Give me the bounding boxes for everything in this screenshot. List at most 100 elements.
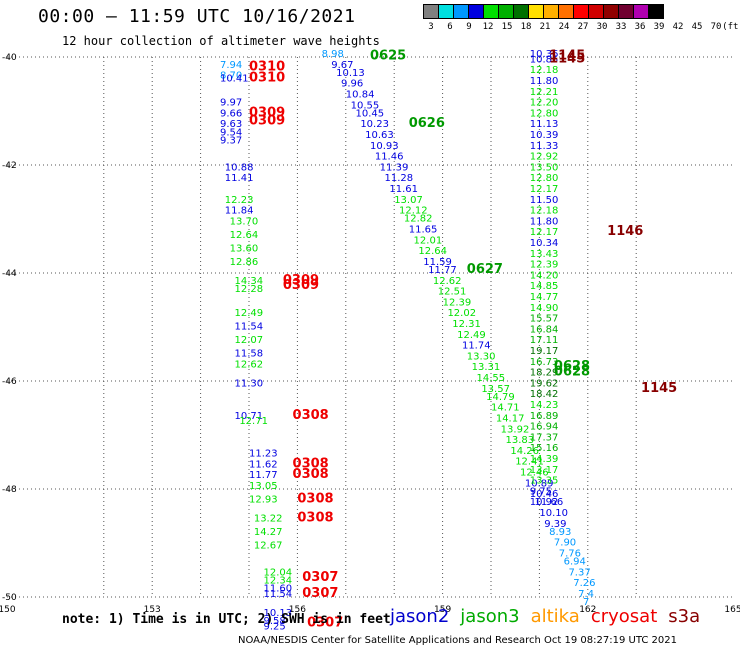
swh-value-label: 10.84	[346, 90, 375, 101]
swh-value-label: 9.67	[331, 60, 353, 71]
swh-value-label: 14.27	[254, 527, 283, 538]
swh-value-label: 10.13	[336, 68, 365, 79]
pass-time-label: 0309	[249, 105, 285, 120]
swh-value-label: 12.92	[530, 152, 559, 163]
legend-bin-label: 70	[710, 22, 722, 32]
legend-bin-label: 24	[558, 22, 570, 32]
swh-value-label: 11.60	[264, 584, 293, 595]
pass-time-label: 0309	[283, 278, 319, 293]
x-tick-label: 153	[144, 605, 161, 615]
swh-value-label: 8.98	[322, 49, 344, 60]
y-tick-label: -46	[2, 377, 17, 387]
swh-value-label: 13.50	[530, 162, 559, 173]
satellite-name: cryosat	[590, 606, 658, 627]
swh-value-label: 10.92	[530, 497, 559, 508]
swh-value-label: 14.90	[530, 303, 559, 314]
swh-value-label: 12.04	[264, 567, 293, 578]
x-tick-label: 162	[579, 605, 596, 615]
legend-bin-label: 45	[691, 22, 703, 32]
pass-time-label: 0308	[293, 456, 329, 471]
pass-time-label: 0307	[302, 586, 338, 601]
pass-time-label: 0307	[307, 616, 343, 631]
legend-bin-label: 3	[428, 22, 434, 32]
swh-value-label: 12.64	[418, 246, 447, 257]
swh-value-label: 10.88	[225, 162, 254, 173]
swh-value-label: 13.92	[501, 424, 530, 435]
swh-value-label: 13.60	[230, 243, 259, 254]
swh-value-label: 9.37	[220, 135, 242, 146]
swh-value-label: 11.77	[428, 265, 457, 276]
swh-value-label: 7.94	[220, 60, 242, 71]
legend-bin-label: 33	[615, 22, 627, 32]
satellite-name: s3a	[668, 606, 701, 627]
pass-time-label: 0628	[554, 359, 590, 374]
swh-value-label: 12.34	[264, 576, 293, 587]
swh-value-label: 11.62	[249, 459, 278, 470]
satellite-name: altika	[530, 606, 580, 627]
x-tick-label: 165	[724, 605, 740, 615]
pass-time-label: 1146	[607, 224, 643, 239]
swh-value-label: 8.70	[220, 71, 242, 82]
swh-value-label: 10.36	[530, 49, 559, 60]
swh-value-label: 17.37	[530, 432, 559, 443]
swh-value-label: 13.70	[230, 216, 259, 227]
swh-value-label: 9.54	[220, 127, 242, 138]
swh-value-label: 7	[583, 597, 589, 608]
swh-value-label: 17.11	[530, 335, 559, 346]
pass-time-label: 0628	[554, 365, 590, 380]
legend-bin-label: 21	[539, 22, 551, 32]
swh-value-label: 13.17	[530, 465, 559, 476]
y-tick-label: -50	[2, 593, 17, 603]
swh-value-label: 14.26	[510, 446, 539, 457]
swh-value-label: 14.20	[530, 270, 559, 281]
swh-value-label: 12.39	[530, 260, 559, 271]
legend-unit: (ft)	[722, 22, 740, 32]
swh-value-label: 13.30	[467, 351, 496, 362]
swh-value-label: 12.93	[249, 495, 278, 506]
swh-value-label: 12.49	[234, 308, 263, 319]
y-tick-label: -48	[2, 485, 17, 495]
page-subtitle: 12 hour collection of altimeter wave hei…	[62, 34, 380, 48]
swh-value-label: 11.28	[385, 173, 414, 184]
swh-value-label: 13.05	[249, 481, 278, 492]
pass-time-label: 1145	[549, 49, 585, 64]
swh-value-label: 12.51	[438, 287, 467, 298]
swh-value-label: 12.71	[239, 416, 268, 427]
swh-value-label: 13.83	[506, 435, 535, 446]
swh-value-label: 11.33	[530, 141, 559, 152]
legend-bin-label: 15	[501, 22, 513, 32]
swh-value-label: 8.93	[549, 527, 571, 538]
swh-value-label: 10.93	[370, 141, 399, 152]
x-tick-label: 159	[434, 605, 451, 615]
satellite-legend: jason2 jason3 altika cryosat s3a	[390, 606, 711, 627]
swh-value-label: 10.34	[530, 238, 559, 249]
y-tick-label: -40	[2, 53, 17, 63]
swh-value-label: 6.94	[564, 557, 586, 568]
swh-value-label: 10.55	[351, 100, 380, 111]
swh-value-label: 12.67	[254, 540, 283, 551]
swh-value-label: 11.13	[530, 119, 559, 130]
swh-value-label: 9.25	[264, 621, 286, 632]
legend-swatch	[648, 4, 664, 19]
swh-value-label: 11.74	[462, 341, 491, 352]
swh-value-label: 12.46	[520, 468, 549, 479]
swh-value-label: 12.02	[447, 308, 476, 319]
swh-value-label: 18.42	[530, 389, 559, 400]
swh-value-label: 15.16	[530, 443, 559, 454]
swh-value-label: 14.34	[234, 276, 263, 287]
swh-value-label: 11.30	[234, 378, 263, 389]
satellite-name: jason2	[390, 606, 450, 627]
swh-value-label: 11.80	[530, 76, 559, 87]
swh-value-label: 14.85	[530, 281, 559, 292]
swh-value-label: 11.77	[249, 470, 278, 481]
pass-time-label: 0626	[409, 116, 445, 131]
legend-bin-label: 39	[653, 22, 665, 32]
swh-value-label: 15.57	[530, 314, 559, 325]
swh-value-label: 9.97	[220, 98, 242, 109]
pass-time-label: 0309	[249, 114, 285, 129]
swh-value-label: 12.62	[234, 360, 263, 371]
credit-line: NOAA/NESDIS Center for Satellite Applica…	[238, 635, 677, 646]
footer-note: note: 1) Time is in UTC; 2) SWH is in fe…	[62, 612, 391, 627]
swh-value-label: 12.41	[515, 457, 544, 468]
